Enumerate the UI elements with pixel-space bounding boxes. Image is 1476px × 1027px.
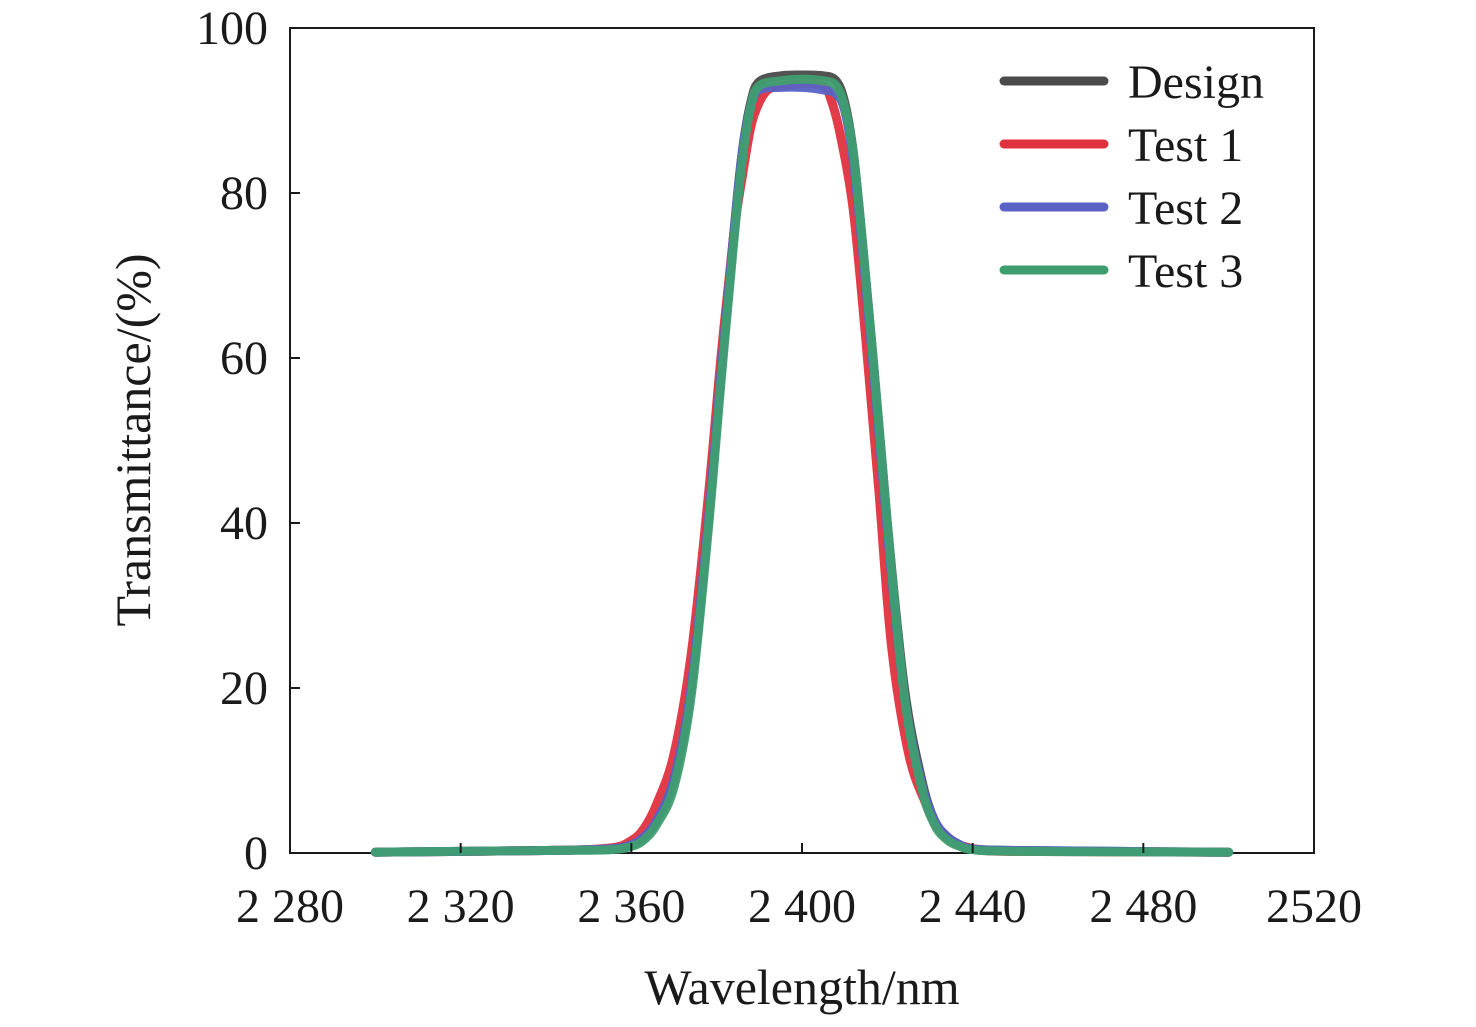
series-line-test-1 xyxy=(370,79,1234,857)
y-axis: 0 20 40 60 80 100 xyxy=(196,2,300,880)
series-line-design xyxy=(370,70,1234,857)
x-tick-label: 2 320 xyxy=(407,880,515,933)
x-tick-label: 2 360 xyxy=(577,880,685,933)
legend-label-test-2: Test 2 xyxy=(1128,182,1243,235)
x-tick-label: 2 480 xyxy=(1089,880,1197,933)
y-tick-label: 100 xyxy=(196,2,268,55)
legend-label-design: Design xyxy=(1128,56,1264,109)
series-line-test-3 xyxy=(370,74,1234,857)
series-layer xyxy=(370,70,1234,857)
legend: Design Test 1 Test 2 Test 3 xyxy=(999,56,1264,298)
legend-label-test-3: Test 3 xyxy=(1128,245,1243,298)
y-tick-label: 40 xyxy=(220,497,268,550)
x-axis-title: Wavelength/nm xyxy=(644,959,959,1015)
x-tick-label: 2520 xyxy=(1266,880,1362,933)
y-tick-label: 0 xyxy=(244,827,268,880)
x-axis: 2 280 2 320 2 360 2 400 2 440 2 480 2520 xyxy=(236,843,1362,933)
y-axis-title: Transmittance/(%) xyxy=(105,253,161,626)
legend-label-test-1: Test 1 xyxy=(1128,119,1243,172)
x-tick-label: 2 440 xyxy=(919,880,1027,933)
y-tick-label: 80 xyxy=(220,167,268,220)
y-tick-label: 20 xyxy=(220,662,268,715)
x-tick-label: 2 280 xyxy=(236,880,344,933)
x-tick-label: 2 400 xyxy=(748,880,856,933)
y-tick-label: 60 xyxy=(220,332,268,385)
series-line-test-2 xyxy=(370,82,1234,857)
